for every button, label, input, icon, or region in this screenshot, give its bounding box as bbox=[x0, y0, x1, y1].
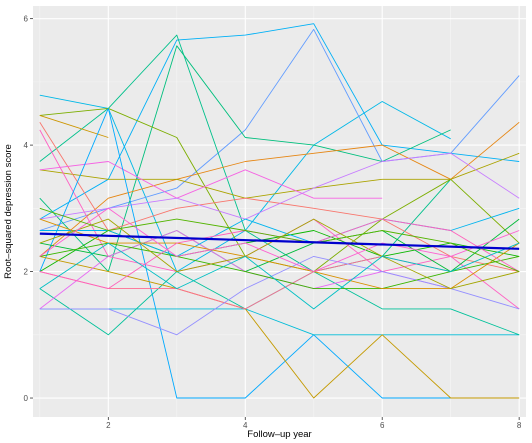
x-tick-label: 2 bbox=[106, 421, 111, 430]
series-line-9 bbox=[39, 152, 520, 199]
series-line-27 bbox=[39, 218, 520, 290]
y-tick-label: 0 bbox=[24, 394, 29, 403]
series-line-12 bbox=[39, 161, 383, 199]
y-axis-title: Root–squared depression score bbox=[3, 144, 14, 279]
series-line-25 bbox=[39, 218, 520, 290]
y-tick-label: 6 bbox=[24, 15, 29, 24]
plot-panel bbox=[33, 6, 526, 417]
series-lines bbox=[39, 23, 520, 399]
series-line-30 bbox=[39, 207, 520, 273]
y-axis-ticks: 0 2 4 6 bbox=[24, 15, 33, 403]
trend-line-group bbox=[39, 232, 520, 250]
x-tick-label: 6 bbox=[380, 421, 385, 430]
series-line-7 bbox=[39, 114, 109, 138]
series-line-13 bbox=[39, 152, 520, 220]
x-tick-label: 8 bbox=[517, 421, 522, 430]
series-line-28 bbox=[39, 242, 520, 310]
x-tick-label: 4 bbox=[243, 421, 248, 430]
x-axis-title: Follow–up year bbox=[247, 429, 311, 440]
series-line-15 bbox=[39, 308, 520, 336]
y-tick-label: 4 bbox=[24, 141, 29, 150]
series-line-24 bbox=[39, 242, 520, 290]
series-line-19 bbox=[39, 255, 520, 399]
series-line-22 bbox=[39, 255, 520, 336]
y-tick-label: 2 bbox=[24, 268, 29, 277]
series-line-8 bbox=[39, 121, 520, 257]
series-line-29 bbox=[39, 207, 520, 273]
minor-gridlines bbox=[33, 6, 526, 417]
trend-line bbox=[39, 232, 520, 250]
x-axis-ticks: 2 4 6 8 bbox=[106, 417, 522, 430]
series-line-14 bbox=[39, 107, 451, 399]
